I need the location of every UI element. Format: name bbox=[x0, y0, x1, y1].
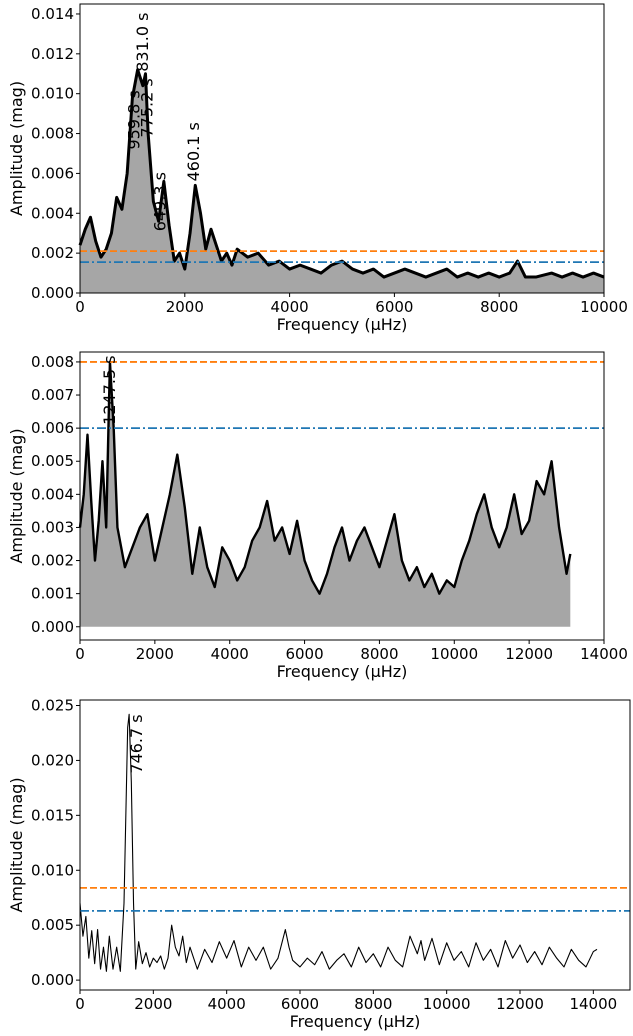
x-tick-label: 2000 bbox=[134, 995, 172, 1013]
x-tick-label: 10000 bbox=[580, 298, 628, 316]
y-tick-label: 0.006 bbox=[31, 419, 74, 437]
spectrum-line-3 bbox=[79, 713, 598, 972]
y-tick-label: 0.012 bbox=[31, 45, 74, 63]
period-annotation: 959.8 s bbox=[125, 90, 144, 149]
x-tick-label: 2000 bbox=[136, 645, 174, 663]
y-tick-label: 0.000 bbox=[31, 284, 74, 302]
x-tick-label: 4000 bbox=[271, 298, 309, 316]
x-tick-label: 4000 bbox=[208, 995, 246, 1013]
x-tick-label: 4000 bbox=[211, 645, 249, 663]
period-annotation: 649.3 s bbox=[151, 172, 170, 231]
period-annotation: 831.0 s bbox=[133, 13, 152, 72]
y-tick-label: 0.003 bbox=[31, 518, 74, 536]
axes-frame-3 bbox=[79, 699, 631, 991]
spectrum-fill-1 bbox=[80, 69, 604, 294]
chart-panel-2: 0 2000 4000 6000 8000 10000 12000 14000 0.000 0.0… bbox=[7, 351, 628, 681]
x-tick-label: 0 bbox=[75, 995, 85, 1013]
x-tick-label: 8000 bbox=[480, 298, 518, 316]
x-tick-label: 0 bbox=[75, 645, 85, 663]
y-tick-label: 0.010 bbox=[31, 861, 74, 879]
y-tick-label: 0.020 bbox=[31, 751, 74, 769]
y-tick-label: 0.002 bbox=[31, 244, 74, 262]
y-tick-label: 0.008 bbox=[31, 353, 74, 371]
x-tick-label: 10000 bbox=[423, 995, 471, 1013]
chart-panel-1: 0 2000 4000 6000 8000 10000 0.000 0.002 0.004 0.0… bbox=[7, 3, 628, 334]
spectrum-fill-2 bbox=[80, 361, 571, 627]
axes-frame-1 bbox=[79, 3, 605, 294]
x-tick-label: 6000 bbox=[375, 298, 413, 316]
x-tick-label: 6000 bbox=[285, 645, 323, 663]
x-tick-label: 12000 bbox=[496, 995, 544, 1013]
y-tick-label: 0.015 bbox=[31, 806, 74, 824]
y-tick-label: 0.005 bbox=[31, 916, 74, 934]
y-tick-label: 0.001 bbox=[31, 585, 74, 603]
x-tick-label: 14000 bbox=[580, 645, 628, 663]
y-axis-label: Amplitude (mag) bbox=[7, 81, 26, 216]
y-tick-label: 0.014 bbox=[31, 5, 74, 23]
axes-frame-2 bbox=[79, 351, 605, 641]
x-tick-label: 10000 bbox=[430, 645, 478, 663]
spectrum-line-2 bbox=[78, 360, 572, 595]
y-axis-label: Amplitude (mag) bbox=[7, 428, 26, 563]
x-tick-label: 14000 bbox=[569, 995, 617, 1013]
x-tick-label: 8000 bbox=[354, 995, 392, 1013]
y-tick-label: 0.004 bbox=[31, 485, 74, 503]
y-tick-label: 0.004 bbox=[31, 204, 74, 222]
y-tick-label: 0.008 bbox=[31, 125, 74, 143]
y-axis-label: Amplitude (mag) bbox=[7, 777, 26, 912]
x-tick-label: 12000 bbox=[505, 645, 553, 663]
x-tick-label: 0 bbox=[75, 298, 85, 316]
x-tick-label: 2000 bbox=[166, 298, 204, 316]
y-tick-label: 0.005 bbox=[31, 452, 74, 470]
period-annotation: 775.2 s bbox=[138, 78, 157, 137]
y-tick-label: 0.002 bbox=[31, 552, 74, 570]
x-tick-label: 8000 bbox=[360, 645, 398, 663]
period-annotation: 1247.5 s bbox=[100, 355, 119, 424]
y-tick-label: 0.006 bbox=[31, 164, 74, 182]
y-tick-label: 0.000 bbox=[31, 618, 74, 636]
y-tick-label: 0.025 bbox=[31, 696, 74, 714]
x-axis-label: Frequency (μHz) bbox=[277, 315, 408, 334]
y-tick-label: 0.007 bbox=[31, 386, 74, 404]
x-axis-label: Frequency (μHz) bbox=[277, 662, 408, 681]
x-axis-label: Frequency (μHz) bbox=[290, 1012, 421, 1031]
y-tick-label: 0.010 bbox=[31, 85, 74, 103]
period-annotation: 460.1 s bbox=[184, 122, 203, 181]
period-annotation: 746.7 s bbox=[127, 714, 146, 773]
y-tick-label: 0.000 bbox=[31, 971, 74, 989]
chart-panel-3: 0 2000 4000 6000 8000 10000 12000 14000 0.000 0.0… bbox=[7, 696, 631, 1031]
spectrum-line-1 bbox=[78, 68, 605, 279]
x-tick-label: 6000 bbox=[281, 995, 319, 1013]
